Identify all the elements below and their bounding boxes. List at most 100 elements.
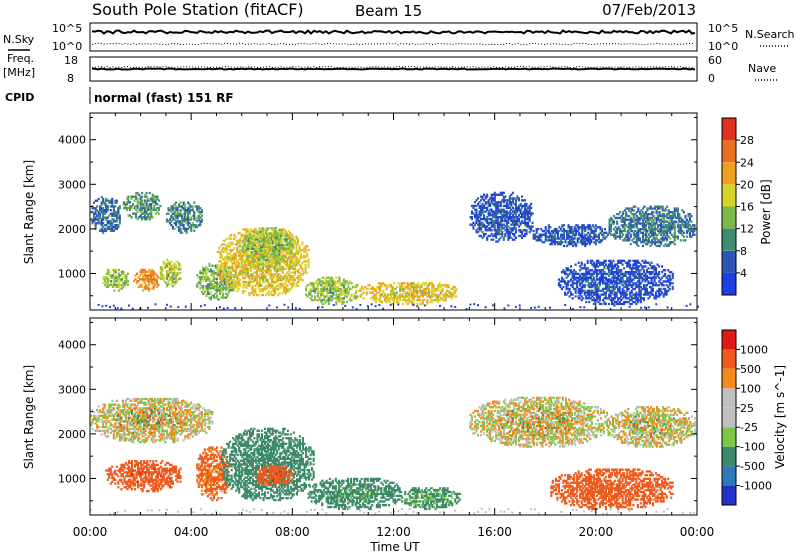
heatmap-cell xyxy=(629,228,632,231)
heatmap-cell xyxy=(263,273,266,276)
heatmap-cell xyxy=(508,231,511,234)
heatmap-cell xyxy=(638,218,641,221)
heatmap-cell xyxy=(291,245,294,249)
heatmap-cell xyxy=(142,205,145,208)
heatmap-cell xyxy=(245,265,248,269)
heatmap-cell xyxy=(609,259,612,262)
heatmap-cell xyxy=(438,282,441,285)
heatmap-cell xyxy=(580,267,583,270)
heatmap-cell xyxy=(402,295,405,298)
heatmap-cell xyxy=(167,275,170,278)
heatmap-cell xyxy=(256,257,259,260)
heatmap-cell xyxy=(270,238,273,241)
heatmap-cell xyxy=(570,278,573,281)
heatmap-cell xyxy=(253,253,256,256)
heatmap-cell xyxy=(586,271,589,274)
heatmap-cell xyxy=(521,195,524,198)
heatmap-cell xyxy=(573,229,576,233)
heatmap-cell xyxy=(666,233,669,236)
heatmap-cell xyxy=(260,290,263,293)
heatmap-cell xyxy=(237,277,240,280)
heatmap-cell xyxy=(513,212,516,215)
heatmap-cell xyxy=(679,218,682,221)
heatmap-cell xyxy=(117,212,120,215)
heatmap-cell xyxy=(255,260,258,264)
heatmap-cell xyxy=(199,220,202,223)
heatmap-cell xyxy=(246,228,249,231)
heatmap-cell xyxy=(145,287,148,290)
heatmap-cell xyxy=(493,227,496,230)
heatmap-cell xyxy=(350,282,353,285)
heatmap-cell xyxy=(230,284,233,287)
heatmap-cell xyxy=(206,285,209,288)
heatmap-cell xyxy=(566,229,569,233)
heatmap-cell xyxy=(250,247,253,250)
heatmap-cell xyxy=(308,291,311,294)
heatmap-cell xyxy=(190,216,193,219)
heatmap-cell xyxy=(245,258,248,261)
heatmap-cell xyxy=(594,299,597,302)
heatmap-cell xyxy=(124,206,127,210)
heatmap-cell xyxy=(615,263,618,266)
heatmap-cell xyxy=(589,291,592,294)
heatmap-cell xyxy=(307,262,310,265)
heatmap-cell xyxy=(272,242,275,245)
heatmap-cell xyxy=(326,299,329,302)
heatmap-cell xyxy=(240,265,243,269)
heatmap-cell xyxy=(273,232,276,235)
heatmap-cell xyxy=(678,226,681,229)
heatmap-cell xyxy=(111,285,114,288)
heatmap-cell xyxy=(587,228,590,231)
heatmap-cell xyxy=(525,210,528,213)
heatmap-cell xyxy=(112,210,115,214)
heatmap-cell xyxy=(242,267,245,270)
heatmap-cell xyxy=(191,214,194,217)
heatmap-cell xyxy=(301,248,304,252)
heatmap-cell xyxy=(598,261,601,264)
heatmap-cell xyxy=(579,274,582,277)
heatmap-cell xyxy=(577,297,580,300)
heatmap-cell xyxy=(382,282,385,285)
heatmap-cell xyxy=(586,280,589,283)
heatmap-cell xyxy=(109,212,112,215)
heatmap-cell xyxy=(603,282,606,285)
heatmap-cell xyxy=(228,286,231,289)
heatmap-cell xyxy=(623,209,626,212)
heatmap-cell xyxy=(272,247,275,250)
heatmap-cell xyxy=(284,275,287,278)
heatmap-cell xyxy=(267,234,270,237)
heatmap-cell xyxy=(257,293,260,297)
heatmap-cell xyxy=(168,270,171,273)
heatmap-cell xyxy=(505,219,508,223)
heatmap-cell xyxy=(327,299,330,302)
heatmap-cell xyxy=(266,243,269,247)
heatmap-cell xyxy=(228,285,231,288)
heatmap-cell xyxy=(475,212,478,215)
heatmap-cell xyxy=(266,271,269,274)
heatmap-cell xyxy=(664,229,667,233)
heatmap-cell xyxy=(496,223,499,226)
heatmap-cell xyxy=(444,297,447,300)
heatmap-cell xyxy=(255,254,258,257)
heatmap-cell xyxy=(239,232,242,235)
heatmap-cell xyxy=(440,297,443,300)
heatmap-cell xyxy=(196,283,199,286)
heatmap-cell xyxy=(181,218,184,221)
heatmap-cell xyxy=(206,283,209,286)
heatmap-cell xyxy=(608,285,611,289)
heatmap-cell xyxy=(293,239,296,242)
heatmap-cell xyxy=(290,251,293,254)
heatmap-cell xyxy=(446,285,449,289)
heatmap-cell xyxy=(221,263,224,267)
heatmap-cell xyxy=(618,269,621,272)
heatmap-cell xyxy=(154,203,157,206)
heatmap-cell xyxy=(249,273,252,276)
heatmap-cell xyxy=(584,239,587,242)
heatmap-cell xyxy=(547,229,550,233)
heatmap-cell xyxy=(587,239,590,242)
heatmap-cell xyxy=(678,214,681,218)
heatmap-cell xyxy=(601,272,604,276)
heatmap-cell xyxy=(324,278,327,281)
heatmap-cell xyxy=(414,287,417,291)
heatmap-cell xyxy=(666,229,669,233)
